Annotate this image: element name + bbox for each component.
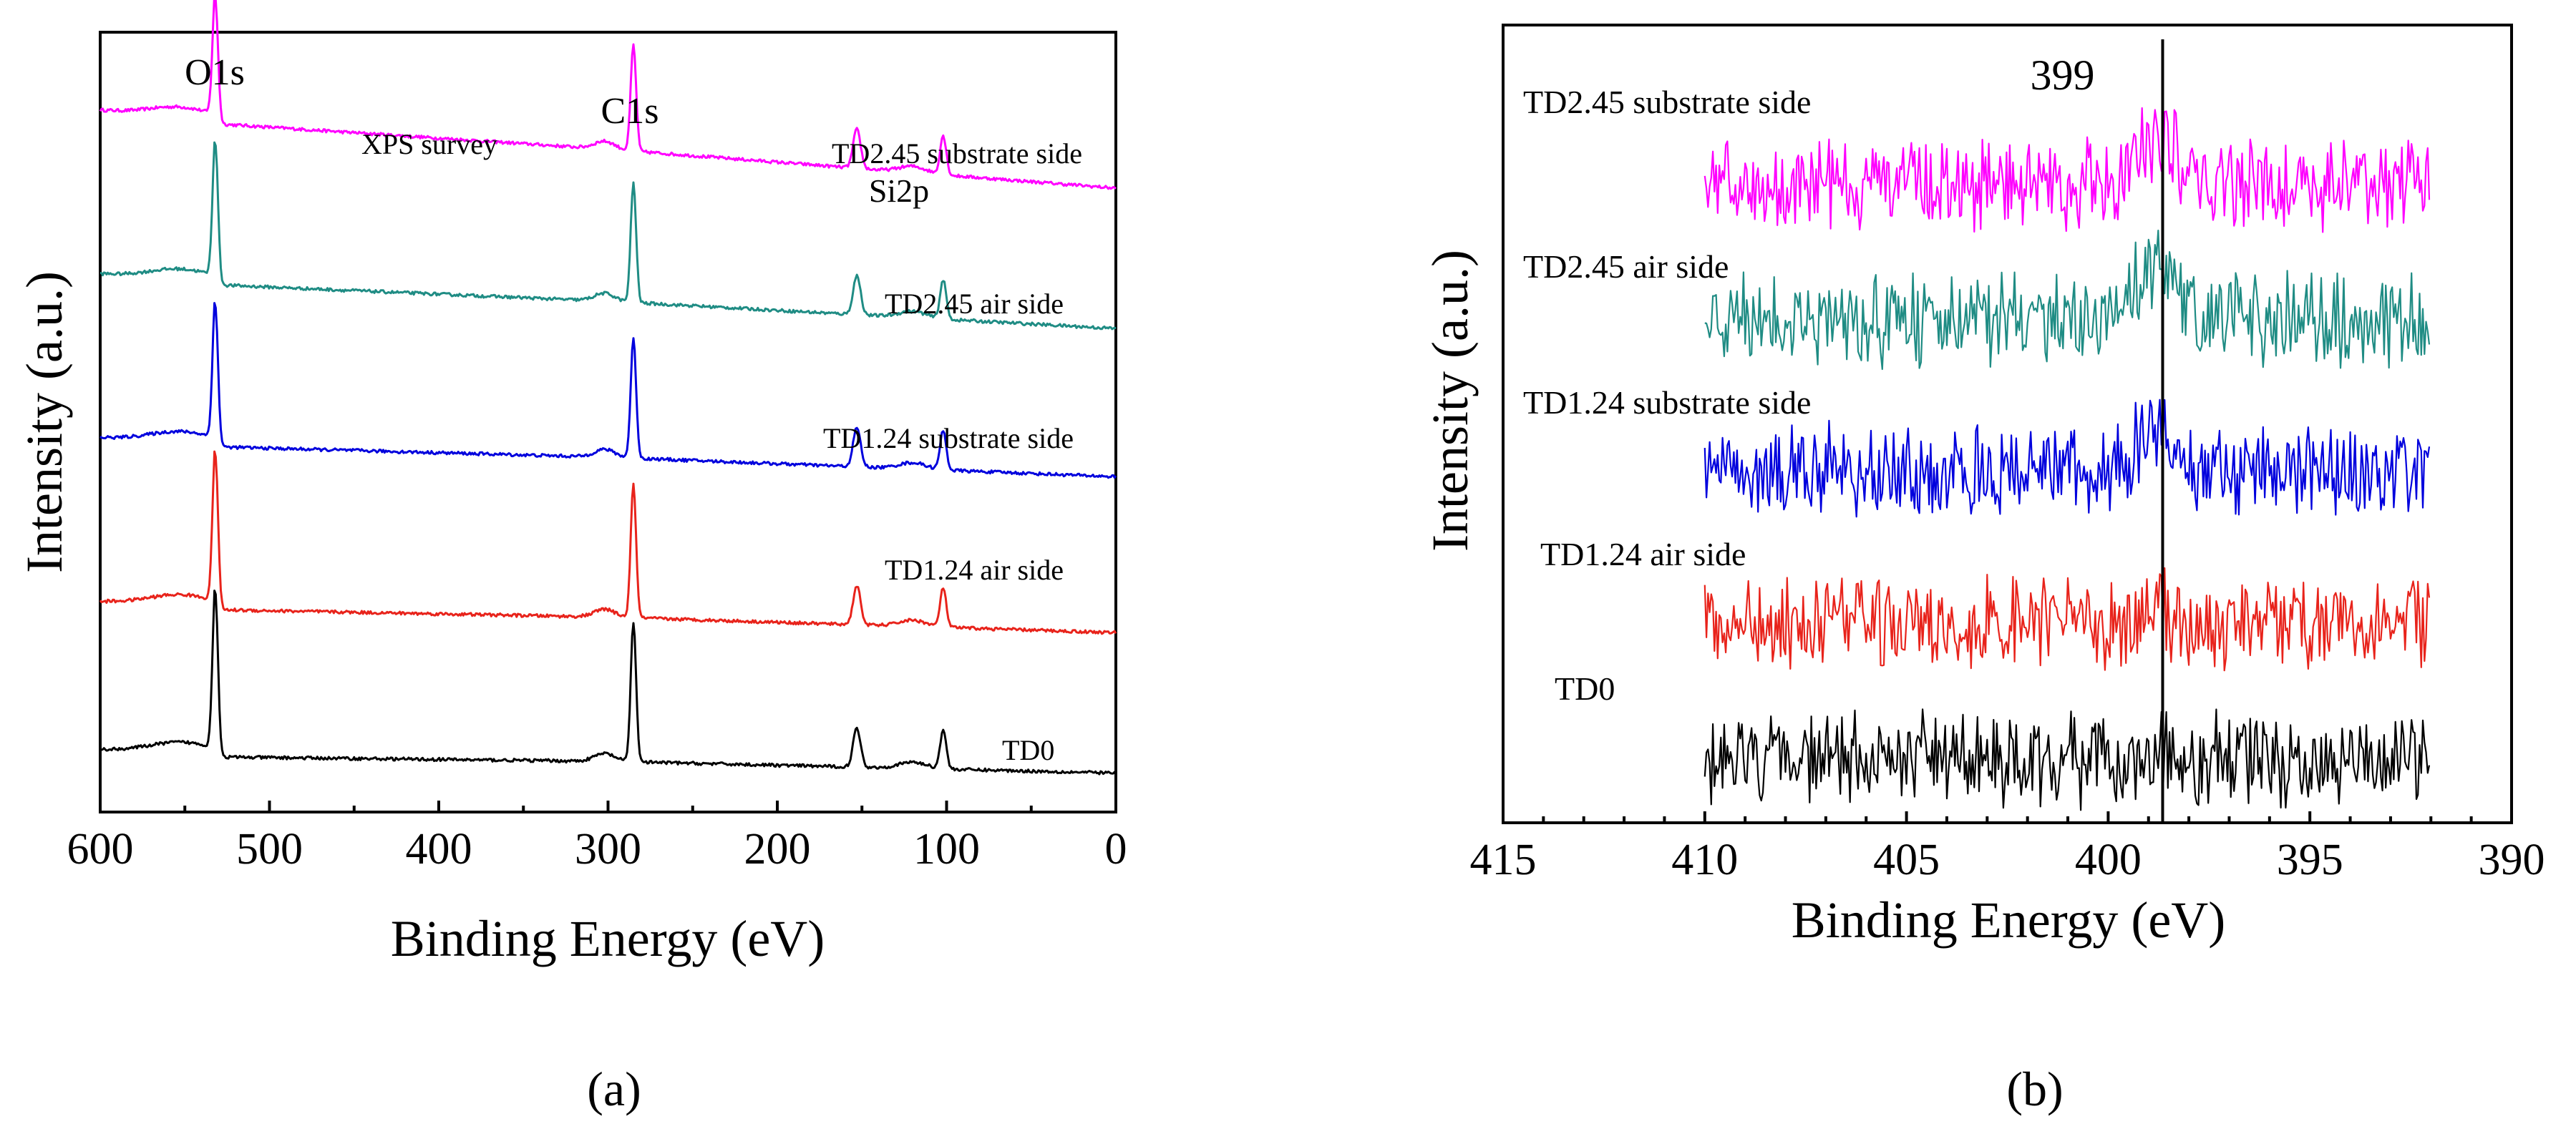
panel-a-xlabel: Binding Energy (eV): [391, 910, 825, 967]
panel-a-series-label-1: TD2.45 air side: [885, 288, 1064, 320]
annotation-c1s: C1s: [601, 91, 659, 132]
panel-b-series-label-4: TD0: [1555, 670, 1615, 707]
annotation-si2p: Si2p: [869, 172, 929, 209]
panel-b-series-label-1: TD2.45 air side: [1523, 248, 1729, 285]
panel-a-trace-3: [99, 450, 1117, 635]
panel-a-trace-2: [99, 302, 1117, 479]
panel-a-tick-label-0: 0: [1105, 825, 1127, 874]
panel-a-tick-label-400: 400: [406, 825, 472, 874]
panel-b-tick-label-390: 390: [2479, 836, 2545, 884]
panel-b-x-ticks: 415 410 405 400 395 390: [1470, 811, 2545, 884]
panel-a-trace-4: [99, 590, 1117, 776]
annotation-xps-survey: XPS survey: [361, 128, 497, 160]
panel-b-label: (b): [2006, 1062, 2063, 1116]
panel-b-series-label-0: TD2.45 substrate side: [1523, 84, 1811, 120]
reference-line-label: 399: [2030, 52, 2094, 99]
panel-a: 600 500 400 300 200 100 0 TD2.45 substrate sid…: [16, 0, 1127, 1116]
panel-a-tick-label-600: 600: [67, 825, 134, 874]
panel-a-tick-label-100: 100: [913, 825, 980, 874]
panel-a-ylabel: Intensity (a.u.): [16, 271, 73, 573]
panel-b: 415 410 405 400 395 390 399 TD2.45 substrate …: [1421, 24, 2545, 1116]
annotation-o1s: O1s: [185, 52, 245, 93]
panel-a-trace-0: [99, 0, 1117, 190]
panel-b-frame: [1502, 24, 2513, 824]
panel-b-tick-label-415: 415: [1470, 836, 1537, 884]
panel-b-tick-label-395: 395: [2277, 836, 2343, 884]
panel-a-x-ticks: 600 500 400 300 200 100 0: [67, 801, 1127, 874]
panel-b-tick-label-405: 405: [1873, 836, 1940, 884]
panel-a-trace-1: [99, 141, 1117, 331]
panel-a-tick-label-300: 300: [575, 825, 641, 874]
panel-b-xlabel: Binding Energy (eV): [1792, 891, 2226, 949]
panel-b-tick-label-400: 400: [2075, 836, 2142, 884]
panel-b-traces: [1703, 107, 2431, 811]
panel-b-trace-3: [1703, 567, 2431, 672]
panel-a-tick-label-200: 200: [744, 825, 811, 874]
panel-a-series-label-4: TD0: [1002, 734, 1054, 766]
panel-a-series-label-0: TD2.45 substrate side: [832, 137, 1082, 170]
panel-b-trace-1: [1704, 230, 2431, 371]
panel-a-label: (a): [587, 1062, 641, 1116]
panel-b-series-labels: TD2.45 substrate side TD2.45 air side TD1.…: [1523, 84, 1811, 707]
panel-b-trace-2: [1703, 399, 2431, 518]
panel-b-tick-label-410: 410: [1671, 836, 1738, 884]
panel-b-series-label-3: TD1.24 air side: [1540, 536, 1746, 572]
panel-a-series-label-3: TD1.24 air side: [885, 554, 1064, 586]
panel-a-traces: [99, 0, 1117, 776]
panel-a-tick-label-500: 500: [236, 825, 303, 874]
panel-a-series-label-2: TD1.24 substrate side: [823, 422, 1074, 454]
panel-b-ylabel: Intensity (a.u.): [1421, 250, 1479, 552]
panel-b-trace-4: [1703, 708, 2431, 811]
panel-a-series-labels: TD2.45 substrate side TD2.45 air side TD1.…: [823, 137, 1082, 766]
panel-b-series-label-2: TD1.24 substrate side: [1523, 384, 1811, 421]
panel-b-trace-0: [1703, 107, 2431, 233]
